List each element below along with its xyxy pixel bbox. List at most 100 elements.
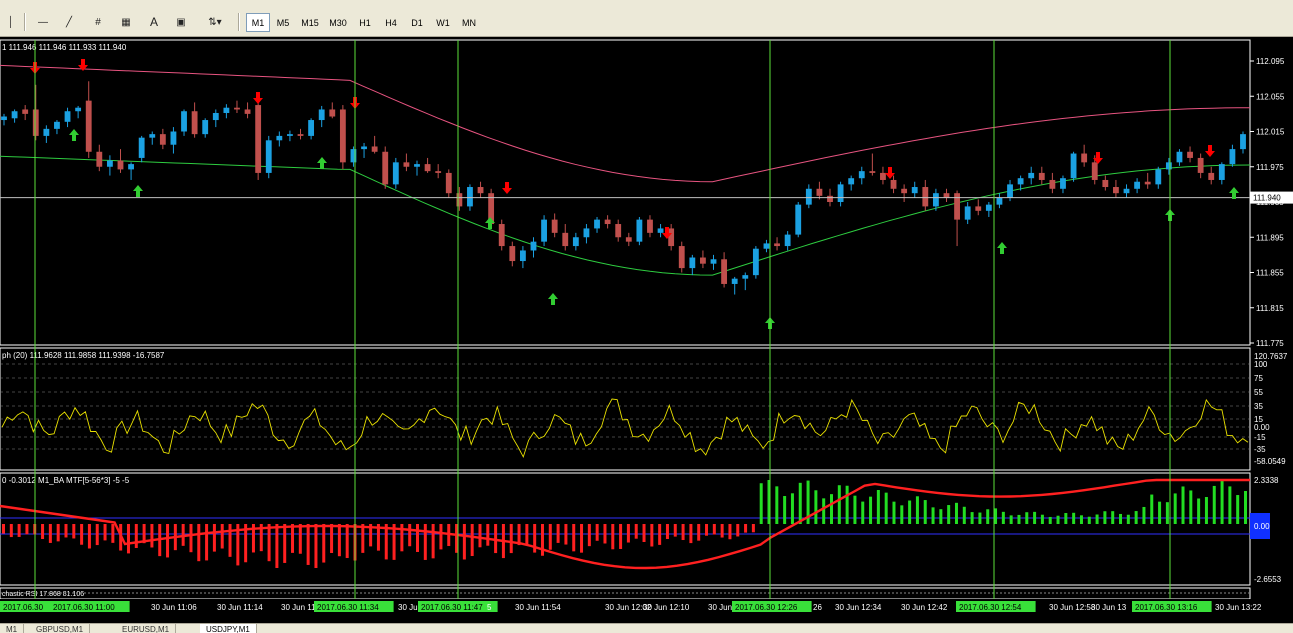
histogram-bar xyxy=(939,509,943,524)
time-label: 30 Jun 11:22 xyxy=(281,603,327,612)
signal-line xyxy=(0,478,1250,570)
histogram-bar xyxy=(1001,511,1005,524)
horizontal-line-icon[interactable]: — xyxy=(38,16,48,28)
text-label-icon[interactable]: ▣ xyxy=(176,16,186,28)
timeframe-h1[interactable]: H1 xyxy=(359,17,371,28)
current-price-box xyxy=(1250,191,1293,204)
histogram-bar xyxy=(970,512,974,524)
timeframe-m1[interactable]: M1 xyxy=(246,13,270,32)
candle-body xyxy=(530,241,537,251)
candle-body xyxy=(752,248,759,276)
fibonacci-icon[interactable]: # xyxy=(95,16,101,28)
histogram-bar xyxy=(41,524,45,540)
candle-body xyxy=(265,140,272,173)
chart-tab[interactable]: M1 xyxy=(0,624,25,633)
timeframe-m30[interactable]: M30 xyxy=(329,17,347,28)
candle-body xyxy=(382,151,389,185)
price-label: 112.055 xyxy=(1256,92,1285,101)
candle-body xyxy=(488,193,495,225)
candle-body xyxy=(890,179,897,189)
candle-body xyxy=(85,100,92,152)
candle-body xyxy=(742,275,749,279)
chart-tab[interactable]: EURUSD,M1 xyxy=(116,624,177,633)
histogram-bar xyxy=(954,502,958,524)
candle-body xyxy=(255,105,262,173)
histogram-bar xyxy=(931,507,935,524)
histogram-bar xyxy=(1079,515,1083,524)
histogram-bar xyxy=(197,524,201,562)
histogram-bar xyxy=(556,524,560,543)
cursor-icon[interactable]: │ xyxy=(7,16,15,28)
chart-tab[interactable]: GBPUSD,M1 xyxy=(30,624,91,633)
candle-body xyxy=(138,137,145,158)
arrows-dropdown-icon[interactable]: ⇅▾ xyxy=(208,16,222,28)
candle-body xyxy=(467,187,473,207)
candle-body xyxy=(477,187,484,194)
candle-body xyxy=(572,237,579,247)
fibonacci-fan-icon[interactable]: ▦ xyxy=(121,16,131,28)
candle-body xyxy=(985,204,992,211)
histogram-bar xyxy=(283,524,287,563)
candle-body xyxy=(763,243,770,249)
candle-body xyxy=(11,111,18,119)
price-label: 111.815 xyxy=(1256,304,1284,313)
hist-zero-box xyxy=(1250,513,1270,539)
timeframe-m5[interactable]: M5 xyxy=(276,17,290,28)
time-label: 2017.06.30 11:47 xyxy=(421,603,483,612)
down-arrow-icon xyxy=(885,167,895,179)
lower-band-line xyxy=(0,155,1251,276)
ind1-header: ph (20) 111.9628 111.9858 111.9398 -16.7… xyxy=(2,351,165,360)
time-label: 30 Jun xyxy=(398,603,422,612)
candle-body xyxy=(350,149,357,163)
histogram-bar xyxy=(759,483,763,524)
candle-body xyxy=(212,112,219,121)
candle-body xyxy=(329,109,336,117)
histogram-bar xyxy=(337,524,341,557)
trendline-icon[interactable]: ╱ xyxy=(65,16,73,28)
histogram-bar xyxy=(822,498,826,524)
timeframe-w1[interactable]: W1 xyxy=(436,17,450,28)
timeframe-m15[interactable]: M15 xyxy=(301,17,319,28)
histogram-bar xyxy=(1025,512,1029,524)
timeframe-h4[interactable]: H4 xyxy=(385,17,397,28)
histogram-bar xyxy=(251,524,255,553)
histogram-bar xyxy=(697,524,701,541)
candle-body xyxy=(519,250,526,262)
candle-body xyxy=(149,134,156,138)
histogram-bar xyxy=(25,524,29,535)
histogram-bar xyxy=(212,524,216,552)
histogram-bar xyxy=(166,524,170,558)
current-price-label: 111.940 xyxy=(1253,194,1281,203)
histogram-bar xyxy=(142,524,146,544)
candle-body xyxy=(287,134,293,136)
candle-body xyxy=(392,162,399,185)
timeframe-mn[interactable]: MN xyxy=(462,17,476,28)
candle-body xyxy=(615,224,622,238)
histogram-bar xyxy=(1017,514,1021,524)
histogram-bar xyxy=(814,490,818,524)
candle-body xyxy=(159,134,166,145)
text-tool-icon[interactable]: A xyxy=(149,15,158,29)
histogram-bar xyxy=(423,524,427,560)
histogram-bar xyxy=(478,524,482,548)
histogram-bar xyxy=(2,524,5,534)
histogram-bar xyxy=(494,524,498,554)
candle-body xyxy=(636,219,643,242)
chart-tab[interactable]: USDJPY,M1 xyxy=(200,624,257,633)
chart-area[interactable]: 112.095112.055112.015111.975111.935111.8… xyxy=(0,37,1293,623)
histogram-bar xyxy=(1134,511,1138,524)
histogram-bar xyxy=(611,524,615,550)
histogram-bar xyxy=(80,524,84,545)
candle-body xyxy=(64,111,71,122)
timeframe-d1[interactable]: D1 xyxy=(411,17,423,28)
candle-body xyxy=(191,111,198,135)
histogram-bar xyxy=(533,524,537,553)
histogram-bar xyxy=(1212,485,1216,524)
time-label: 2017.06.30 12:26 xyxy=(735,603,798,612)
histogram-bar xyxy=(267,524,271,562)
histogram-bar xyxy=(509,524,513,554)
toolbar-separator xyxy=(238,13,240,31)
histogram-bar xyxy=(1072,512,1076,524)
candle-body xyxy=(657,228,664,233)
candle-body xyxy=(1007,184,1013,198)
